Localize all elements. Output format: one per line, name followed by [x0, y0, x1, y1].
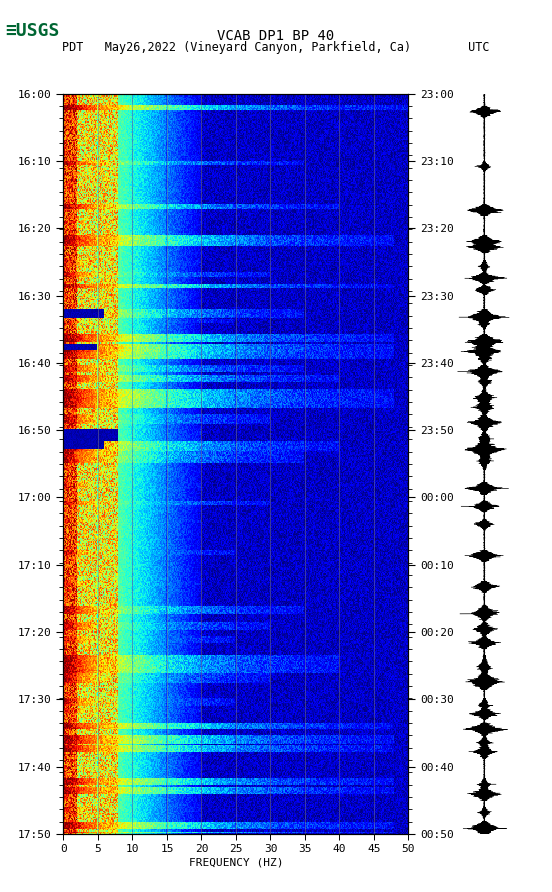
Text: VCAB DP1 BP 40: VCAB DP1 BP 40	[217, 29, 335, 43]
X-axis label: FREQUENCY (HZ): FREQUENCY (HZ)	[189, 857, 283, 867]
Text: ≡USGS: ≡USGS	[6, 22, 60, 40]
Text: PDT   May26,2022 (Vineyard Canyon, Parkfield, Ca)        UTC: PDT May26,2022 (Vineyard Canyon, Parkfie…	[62, 41, 490, 54]
